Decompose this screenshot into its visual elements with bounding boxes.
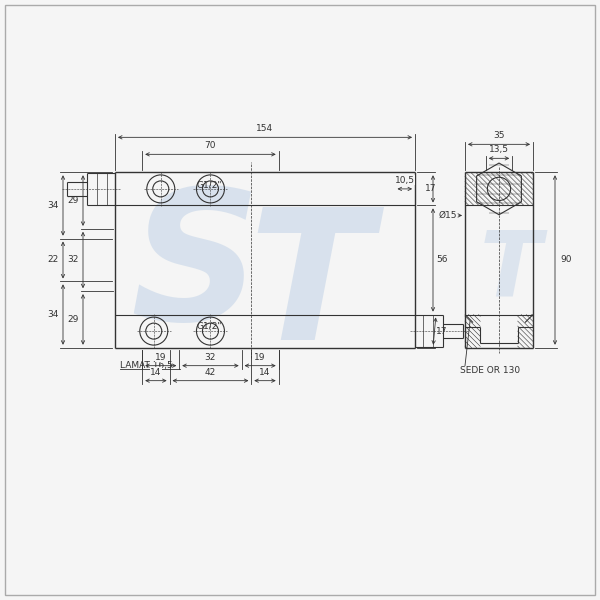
Text: 70: 70 <box>205 142 216 151</box>
Text: 90: 90 <box>560 256 571 265</box>
Text: G1/2": G1/2" <box>197 181 223 190</box>
Text: 34: 34 <box>47 310 59 319</box>
Text: 14: 14 <box>150 368 161 377</box>
Text: 19: 19 <box>254 353 266 362</box>
Text: 14: 14 <box>259 368 271 377</box>
Text: 29: 29 <box>68 196 79 205</box>
Text: 32: 32 <box>205 353 216 362</box>
Text: 56: 56 <box>436 256 448 265</box>
Text: 34: 34 <box>47 201 59 210</box>
Text: 17: 17 <box>425 184 436 193</box>
Text: Ø15: Ø15 <box>439 211 457 220</box>
Text: T: T <box>479 226 541 314</box>
Text: 22: 22 <box>48 256 59 265</box>
Text: 32: 32 <box>68 256 79 265</box>
Text: 13,5: 13,5 <box>489 145 509 154</box>
Text: 29: 29 <box>68 315 79 324</box>
Text: S: S <box>130 182 260 358</box>
Text: SEDE OR 130: SEDE OR 130 <box>460 365 520 374</box>
Text: G1/2": G1/2" <box>197 322 223 331</box>
Text: 19: 19 <box>155 353 167 362</box>
Text: 42: 42 <box>205 368 216 377</box>
Text: T: T <box>248 202 371 378</box>
Text: 35: 35 <box>493 131 505 140</box>
Text: LAMAT 16,5: LAMAT 16,5 <box>120 361 173 370</box>
Text: 17: 17 <box>436 326 448 335</box>
Text: 154: 154 <box>256 124 274 133</box>
Text: 10,5: 10,5 <box>395 176 415 185</box>
